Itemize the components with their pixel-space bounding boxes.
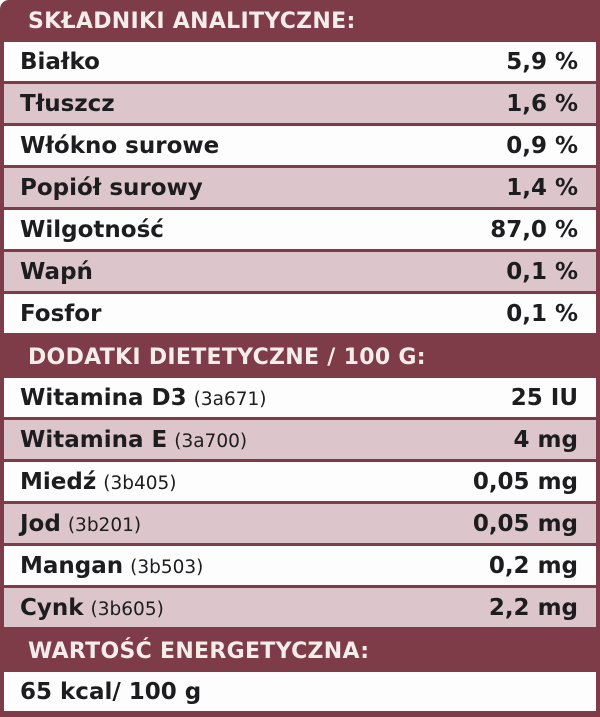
row-code: (3a671): [193, 388, 267, 410]
row-label: Fosfor: [20, 300, 102, 327]
row-label: 65 kcal/ 100 g: [20, 678, 202, 705]
row-label: Białko: [20, 48, 100, 75]
section-header-additives: DODATKI DIETETYCZNE / 100 G:: [0, 336, 600, 378]
row-label: Tłuszcz: [20, 90, 115, 117]
section-header-label: DODATKI DIETETYCZNE / 100 G:: [28, 344, 426, 370]
table-row: Popiół surowy 1,4 %: [4, 168, 596, 207]
table-row: Wilgotność 87,0 %: [4, 210, 596, 249]
section-header-label: SKŁADNIKI ANALITYCZNE:: [28, 8, 356, 34]
table-row: Białko 5,9 %: [4, 42, 596, 81]
table-row: Fosfor 0,1 %: [4, 294, 596, 333]
table-row: Wapń 0,1 %: [4, 252, 596, 291]
row-value: 0,05 mg: [472, 510, 578, 537]
row-value: 0,9 %: [506, 132, 578, 159]
row-code: (3b605): [90, 598, 164, 620]
table-row: Jod (3b201) 0,05 mg: [4, 504, 596, 543]
row-value: 0,2 mg: [488, 552, 578, 579]
row-label: Witamina E (3a700): [20, 426, 248, 453]
section-header-analytical: SKŁADNIKI ANALITYCZNE:: [0, 0, 600, 42]
row-value: 0,1 %: [506, 300, 578, 327]
row-value: 1,6 %: [506, 90, 578, 117]
row-code: (3b201): [67, 514, 142, 536]
table-row: Miedź (3b405) 0,05 mg: [4, 462, 596, 501]
table-row: Tłuszcz 1,6 %: [4, 84, 596, 123]
table-row: Włókno surowe 0,9 %: [4, 126, 596, 165]
row-value: 25 IU: [510, 384, 578, 411]
table-row: Mangan (3b503) 0,2 mg: [4, 546, 596, 585]
row-label: Mangan (3b503): [20, 552, 204, 579]
row-value: 0,05 mg: [472, 468, 578, 495]
row-code: (3a700): [174, 430, 248, 452]
row-label: Jod (3b201): [20, 510, 142, 537]
row-value: 87,0 %: [490, 216, 578, 243]
row-value: 0,1 %: [506, 258, 578, 285]
row-value: 5,9 %: [506, 48, 578, 75]
row-label: Cynk (3b605): [20, 594, 164, 621]
row-label: Włókno surowe: [20, 132, 220, 159]
table-row: Witamina D3 (3a671) 25 IU: [4, 378, 596, 417]
row-value: 1,4 %: [506, 174, 578, 201]
row-label: Popiół surowy: [20, 174, 203, 201]
row-value: 4 mg: [513, 426, 578, 453]
row-value: 2,2 mg: [488, 594, 578, 621]
row-label: Witamina D3 (3a671): [20, 384, 267, 411]
section-header-label: WARTOŚĆ ENERGETYCZNA:: [28, 638, 370, 664]
row-code: (3b405): [103, 472, 177, 494]
row-label: Wapń: [20, 258, 93, 285]
table-row: Cynk (3b605) 2,2 mg: [4, 588, 596, 627]
row-code: (3b503): [130, 556, 204, 578]
row-label: Miedź (3b405): [20, 468, 177, 495]
row-label: Wilgotność: [20, 216, 164, 243]
table-row: 65 kcal/ 100 g: [4, 672, 596, 711]
section-header-energy: WARTOŚĆ ENERGETYCZNA:: [0, 630, 600, 672]
table-row: Witamina E (3a700) 4 mg: [4, 420, 596, 459]
